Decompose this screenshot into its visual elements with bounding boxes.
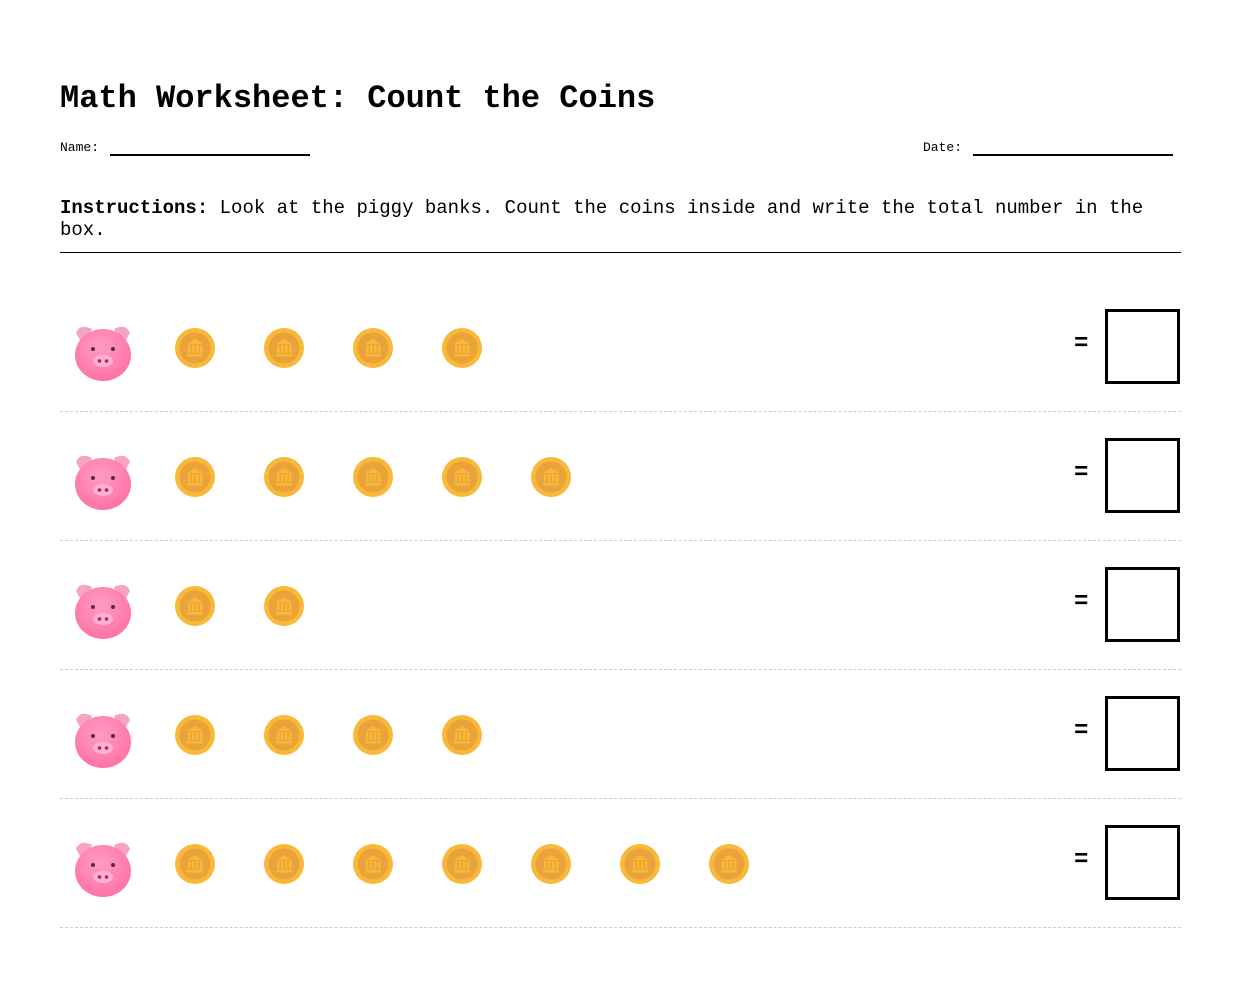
problem-list: = = = = =	[60, 283, 1181, 928]
equals-sign: =	[1074, 460, 1089, 487]
equals-sign: =	[1074, 589, 1089, 616]
problem-row: =	[60, 541, 1181, 670]
name-blank-line[interactable]	[110, 154, 311, 156]
instructions: Instructions: Look at the piggy banks. C…	[60, 197, 1181, 241]
divider	[60, 252, 1181, 253]
date-label: Date:	[923, 140, 963, 155]
name-label: Name:	[60, 140, 100, 155]
coin-icon	[352, 714, 394, 756]
answer-box[interactable]	[1105, 825, 1180, 900]
instructions-label: Instructions:	[60, 197, 209, 219]
coin-icon	[352, 843, 394, 885]
instructions-text: Look at the piggy banks. Count the coins…	[60, 197, 1144, 241]
coin-icon	[530, 843, 572, 885]
piggy-bank-icon	[72, 839, 134, 899]
coin-icon	[441, 327, 483, 369]
answer-box[interactable]	[1105, 309, 1180, 384]
coin-icon	[174, 456, 216, 498]
coin-icon	[708, 843, 750, 885]
equals-sign: =	[1074, 331, 1089, 358]
coin-icon	[352, 456, 394, 498]
coin-icon	[263, 843, 305, 885]
coin-icon	[174, 714, 216, 756]
equals-sign: =	[1074, 847, 1089, 874]
piggy-bank-icon	[72, 710, 134, 770]
coin-icon	[352, 327, 394, 369]
page-title: Math Worksheet: Count the Coins	[60, 80, 656, 117]
answer-box[interactable]	[1105, 696, 1180, 771]
piggy-bank-icon	[72, 323, 134, 383]
coin-icon	[441, 843, 483, 885]
coin-icon	[174, 843, 216, 885]
date-field: Date:	[923, 140, 1174, 156]
piggy-bank-icon	[72, 581, 134, 641]
coin-icon	[530, 456, 572, 498]
coin-icon	[174, 585, 216, 627]
coin-icon	[263, 456, 305, 498]
answer-box[interactable]	[1105, 567, 1180, 642]
date-blank-line[interactable]	[973, 154, 1174, 156]
coin-icon	[441, 456, 483, 498]
coin-icon	[441, 714, 483, 756]
coin-icon	[263, 714, 305, 756]
problem-row: =	[60, 412, 1181, 541]
coin-icon	[174, 327, 216, 369]
equals-sign: =	[1074, 718, 1089, 745]
answer-box[interactable]	[1105, 438, 1180, 513]
coin-icon	[263, 327, 305, 369]
name-field: Name:	[60, 140, 311, 156]
problem-row: =	[60, 283, 1181, 412]
piggy-bank-icon	[72, 452, 134, 512]
problem-row: =	[60, 799, 1181, 928]
problem-row: =	[60, 670, 1181, 799]
coin-icon	[263, 585, 305, 627]
coin-icon	[619, 843, 661, 885]
